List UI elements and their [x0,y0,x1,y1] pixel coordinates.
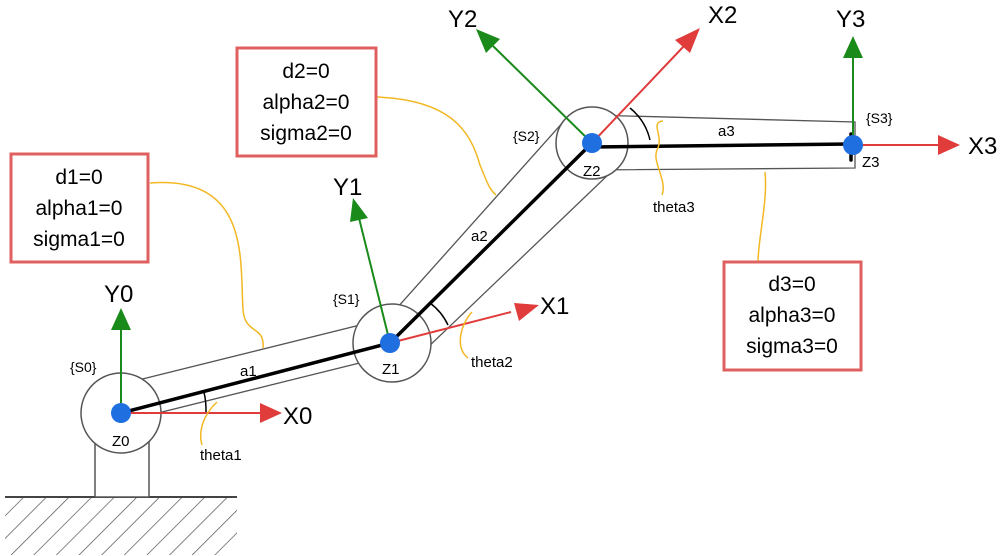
link-a1-label: a1 [240,363,257,380]
param-box-2-line-3: sigma2=0 [260,122,352,145]
frame-s3-label: {S3} [866,110,893,126]
x0-arrowhead [260,403,282,423]
leader-box1 [149,181,264,349]
frame-s2-label: {S2} [513,128,540,144]
y0-arrowhead [111,308,131,330]
leader-lines [149,96,767,446]
leader-box2 [376,96,497,196]
kinematic-links [119,132,853,415]
leader-theta2 [459,311,473,359]
joint3-dot [843,135,863,155]
param-box-2-line-1: d2=0 [282,60,329,83]
param-box-1-line-1: d1=0 [55,166,102,189]
y1-arrowhead [350,198,368,222]
y2-label: Y2 [448,6,477,33]
y3-arrowhead [843,36,863,58]
joint-z2-label: Z2 [583,163,601,180]
x1-arrowhead [514,303,539,321]
x1-label: X1 [540,293,569,320]
axes [111,28,960,423]
param-box-3-line-1: d3=0 [768,273,815,296]
y1-axis [358,217,391,344]
y2-arrowhead [476,29,500,53]
param-box-1 [9,152,150,264]
x0-label: X0 [283,403,312,430]
link2-line [388,141,594,345]
theta1-label: theta1 [200,447,242,464]
ground-hatch [5,497,237,555]
link1-line [119,341,392,415]
y1-label: Y1 [333,174,362,201]
joint-z0-label: Z0 [112,433,130,450]
frame-s0-label: {S0} [70,359,97,375]
link-a2-label: a2 [471,228,488,245]
leader-theta3 [655,120,664,196]
joint2-dot [582,133,602,153]
theta2-arc [429,302,449,326]
y3-label: Y3 [836,6,865,33]
joint-z1-label: Z1 [382,361,400,378]
y0-label: Y0 [104,281,133,308]
param-box-3-line-3: sigma3=0 [746,335,838,358]
link3-line [590,142,853,149]
x3-arrowhead [938,135,960,155]
param-box-1-line-3: sigma1=0 [33,228,125,251]
param-box-2-line-2: alpha2=0 [262,91,349,114]
theta3-label: theta3 [653,199,695,216]
param-box-1-line-2: alpha1=0 [35,197,122,220]
param-box-3 [722,260,863,372]
x3-label: X3 [968,133,997,160]
joint1-dot [380,333,400,353]
leader-theta1 [199,401,218,446]
link-a3-label: a3 [718,123,735,140]
x1-axis [389,311,512,344]
theta2-label: theta2 [471,354,513,371]
x2-axis [591,45,685,144]
theta3-arc [629,107,651,141]
y2-axis [492,45,593,144]
x2-label: X2 [708,2,737,29]
joint0-dot [111,403,131,423]
x2-arrowhead [675,28,700,53]
param-box-3-line-2: alpha3=0 [748,304,835,327]
joint-z3-label: Z3 [862,154,880,171]
leader-box3 [757,171,767,263]
param-box-2 [235,46,378,158]
frame-s1-label: {S1} [333,291,360,307]
